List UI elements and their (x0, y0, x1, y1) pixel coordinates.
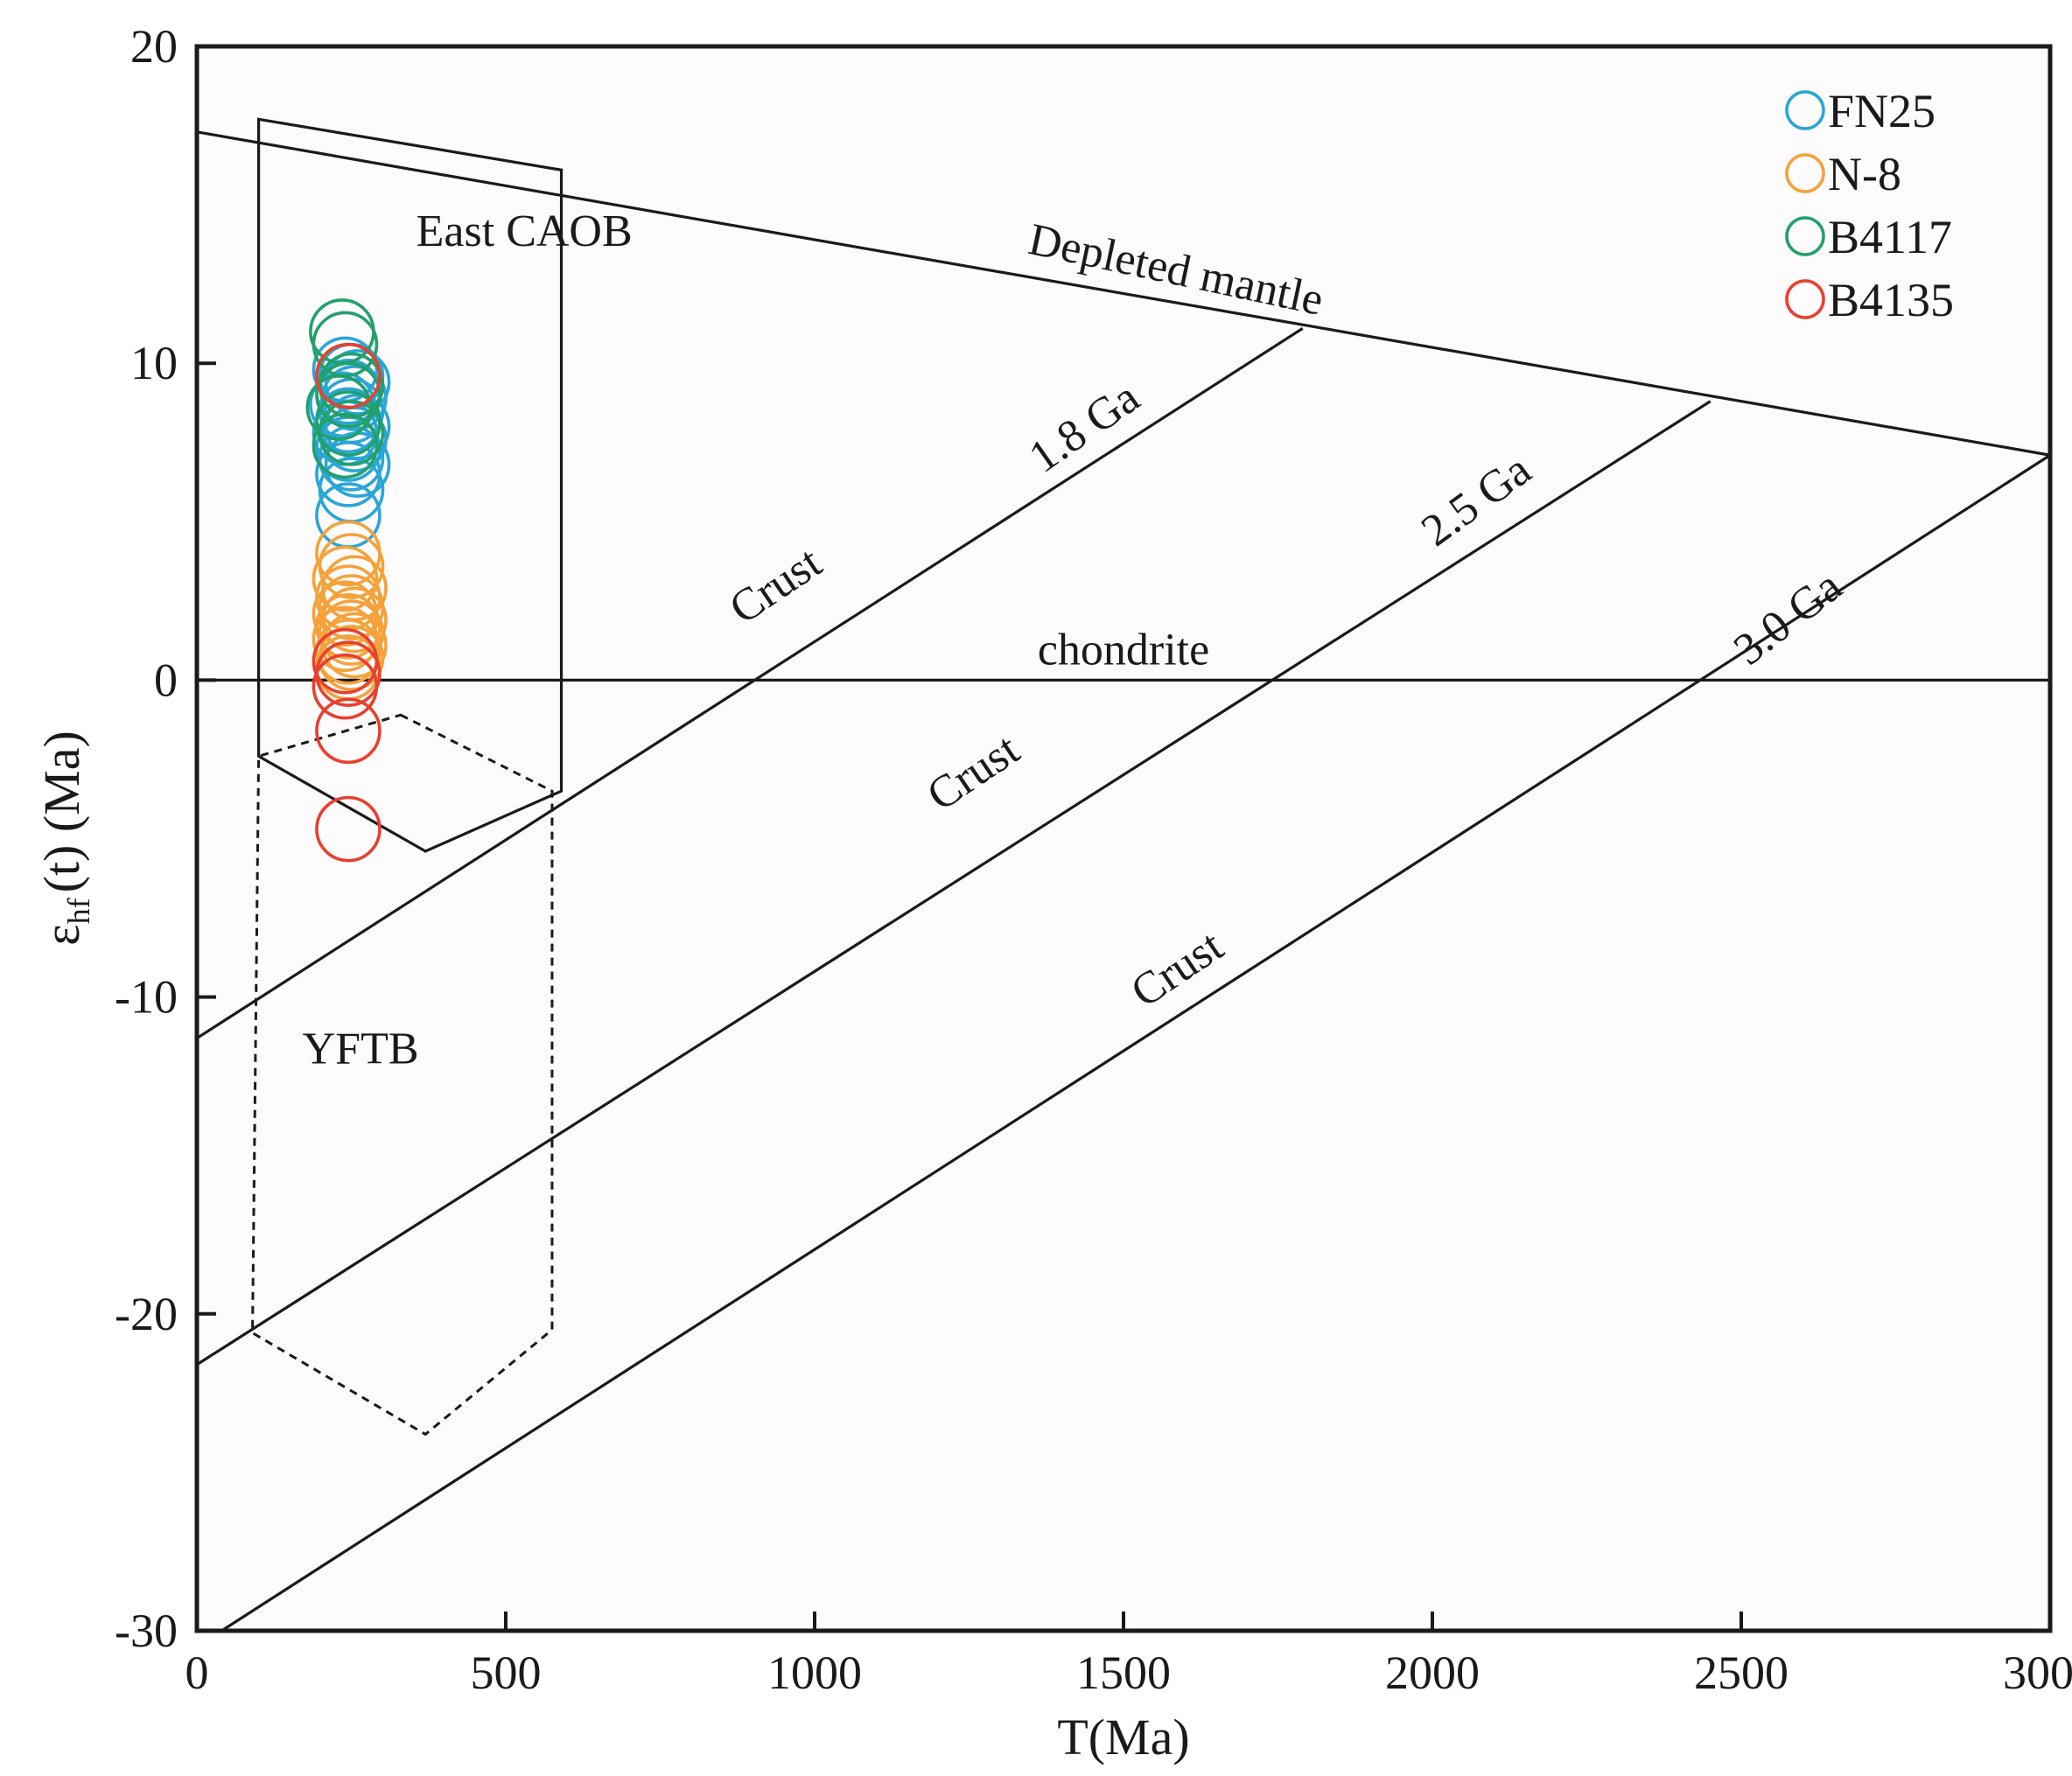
point-b4135-6 (315, 795, 382, 863)
data-points-layer (305, 298, 391, 863)
point-b4117-3 (318, 352, 385, 419)
y-tick-label-0: 0 (154, 654, 178, 706)
legend-label-b4117: B4117 (1828, 211, 1952, 263)
labels-layer: T(Ma) εhf (t) (Ma) (33, 731, 1190, 1766)
x-tick-label-2000: 2000 (1385, 1647, 1480, 1699)
regions-layer: East CAOB YFTB (251, 117, 633, 1437)
legend-marker-fn25 (1785, 90, 1825, 130)
y-axis-label-symbol: ε (33, 924, 90, 945)
x-tick-label-3000: 3000 (2003, 1647, 2072, 1699)
y-tick-label--20: -20 (115, 1288, 178, 1340)
legend-label-n-8: N-8 (1828, 148, 1901, 200)
point-n-8-2 (318, 533, 385, 599)
y-axis-label-subscript: hf (61, 898, 96, 924)
legend-marker-n-8 (1785, 153, 1825, 193)
axis-ticks-layer: 0 500 1000 1500 2000 2500 3000 20 10 0 -10 -20 -30 (115, 20, 2072, 1699)
point-b4117-7 (318, 400, 385, 466)
y-tick-label--10: -10 (115, 971, 178, 1024)
region-east-caob (257, 117, 564, 853)
y-tick-label--30: -30 (115, 1605, 178, 1657)
region-label-yftb: YFTB (303, 1024, 419, 1074)
ref-line-1-8-ga-crust (196, 327, 1304, 1040)
point-b4135-4 (312, 653, 379, 720)
y-tick-label-20: 20 (130, 20, 178, 73)
point-b4117-4 (315, 361, 382, 429)
legend: FN25 N-8 B4117 B4135 (1785, 85, 1954, 326)
ref-line-3-0-ga-crust (220, 453, 2051, 1633)
region-label-east-caob: East CAOB (416, 206, 633, 256)
point-b4117-6 (315, 390, 382, 457)
x-tick-label-2500: 2500 (1694, 1647, 1788, 1699)
ref-line-depleted-mantle (196, 130, 2051, 457)
point-b4135-5 (315, 697, 382, 765)
point-b4117-8 (312, 412, 379, 479)
ref-line-2-5-ga-crust (196, 400, 1712, 1367)
x-tick-label-1500: 1500 (1076, 1647, 1171, 1699)
legend-marker-b4117 (1785, 216, 1825, 256)
y-tick-label-10: 10 (130, 337, 178, 389)
x-tick-label-0: 0 (186, 1647, 209, 1699)
x-axis-label: T(Ma) (1057, 1709, 1189, 1766)
point-n-8-13 (315, 619, 382, 685)
region-yftb (251, 713, 554, 1437)
y-axis-label: εhf (t) (Ma) (33, 731, 96, 946)
x-tick-label-500: 500 (471, 1647, 542, 1699)
x-tick-label-1000: 1000 (767, 1647, 862, 1699)
legend-marker-b4135 (1785, 279, 1825, 319)
label-chondrite: chondrite (1038, 625, 1209, 675)
y-axis-label-rest: (t) (Ma) (33, 731, 90, 892)
legend-label-b4135: B4135 (1828, 274, 1954, 326)
legend-label-fn25: FN25 (1828, 85, 1936, 137)
point-n-8-3 (312, 545, 379, 612)
point-b4135-1 (315, 342, 382, 409)
